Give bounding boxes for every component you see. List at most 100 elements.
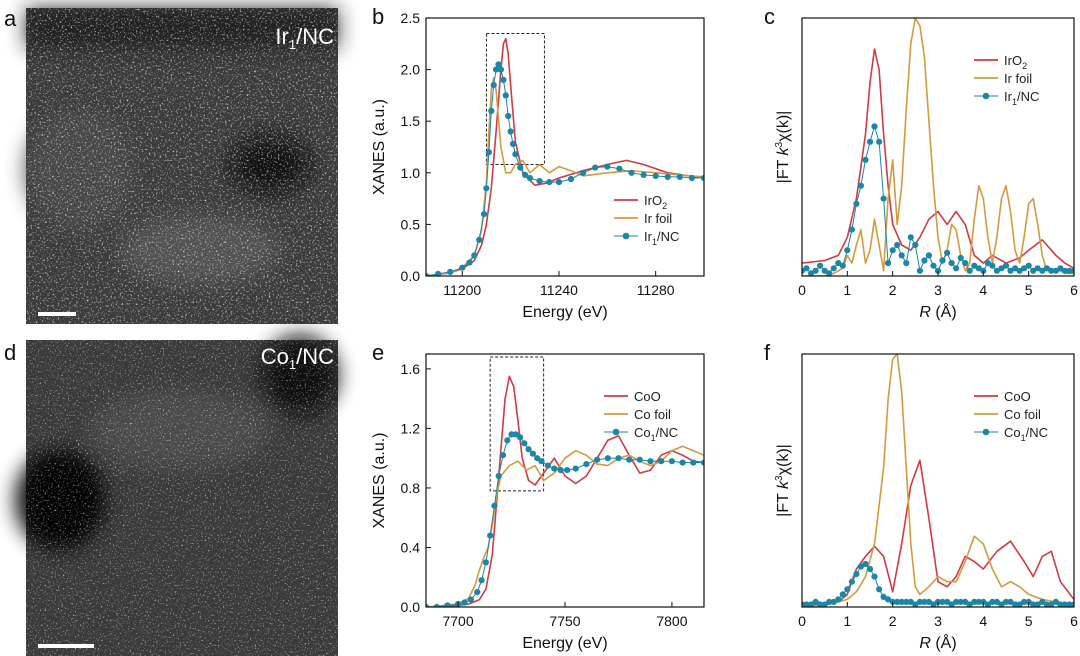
data-point <box>499 452 507 459</box>
data-point <box>876 138 883 145</box>
data-point <box>517 164 524 171</box>
x-tick-label: 6 <box>1070 613 1078 629</box>
data-point <box>1007 267 1014 274</box>
data-point <box>853 200 860 207</box>
legend-label: Co1/NC <box>1004 425 1048 443</box>
legend: CoO Co foil Co1/NC <box>604 389 678 443</box>
data-point <box>551 465 558 472</box>
data-point <box>903 598 910 606</box>
data-point <box>679 459 686 466</box>
data-point <box>980 598 987 606</box>
legend-label: Ir foil <box>644 211 672 226</box>
data-point <box>525 446 532 453</box>
zoom-box <box>489 356 545 492</box>
data-point <box>925 252 933 259</box>
chart-e: e 7700 7750 7800 0.0 0.4 0.8 1.2 1.6 Energy (eV) X… <box>371 340 705 652</box>
x-tick-label: 11200 <box>443 282 481 298</box>
data-point <box>580 169 587 176</box>
legend-label: IrO2 <box>1004 53 1027 71</box>
data-point <box>916 267 924 274</box>
scale-bar <box>38 644 94 648</box>
legend-label: Ir1/NC <box>644 229 679 247</box>
data-point <box>921 598 928 606</box>
x-axis-label: R (Å) <box>919 633 956 652</box>
legend-label: IrO2 <box>644 193 667 211</box>
data-point <box>1066 601 1073 607</box>
data-point <box>953 265 960 272</box>
scale-bar <box>38 312 76 316</box>
data-point <box>1070 601 1074 607</box>
y-tick-label: 1.6 <box>401 361 421 377</box>
data-point <box>921 257 928 264</box>
data-point <box>534 455 541 462</box>
data-point <box>529 450 537 457</box>
legend-label: CoO <box>634 389 661 404</box>
y-tick-label: 2.0 <box>401 62 421 78</box>
data-point <box>522 171 529 178</box>
data-point <box>821 267 828 274</box>
data-point <box>500 76 507 83</box>
data-point <box>993 267 1001 274</box>
legend-marker <box>612 428 620 436</box>
data-point <box>478 577 485 584</box>
data-point <box>953 598 960 606</box>
data-point <box>1061 267 1068 274</box>
panel-letter-a: a <box>4 6 17 31</box>
series-line-0 <box>426 375 704 607</box>
data-point <box>980 267 987 274</box>
x-tick-label: 3 <box>934 282 942 298</box>
data-point <box>862 156 869 163</box>
legend-label: Co1/NC <box>634 425 678 443</box>
data-point <box>483 185 490 192</box>
data-point <box>474 589 481 596</box>
data-point <box>839 262 846 269</box>
y-axis-label: |FT k3χ(k)| <box>774 111 792 184</box>
data-point <box>830 265 837 272</box>
data-point <box>502 92 509 99</box>
data-point <box>898 252 905 259</box>
data-point <box>615 455 622 462</box>
data-point <box>835 260 842 267</box>
data-point <box>480 211 488 218</box>
data-point <box>844 586 851 593</box>
data-point <box>835 596 842 603</box>
data-point <box>572 465 579 472</box>
panel-letter-c: c <box>764 4 775 29</box>
data-point <box>1012 601 1019 607</box>
legend-label: Ir foil <box>1004 71 1032 86</box>
data-point <box>509 140 517 147</box>
data-point <box>444 602 451 607</box>
data-point <box>1030 601 1037 607</box>
data-point <box>957 254 964 261</box>
plot-frame <box>425 17 705 277</box>
data-point <box>1025 262 1032 269</box>
data-point <box>957 598 964 606</box>
data-point <box>862 560 869 568</box>
data-point <box>839 591 846 598</box>
data-point <box>1021 598 1028 606</box>
data-point <box>866 565 874 573</box>
data-point <box>493 66 500 73</box>
data-point <box>817 262 824 269</box>
panel-letter-b: b <box>372 4 384 29</box>
data-point <box>803 265 810 272</box>
data-point <box>889 247 896 254</box>
data-point <box>1052 598 1059 606</box>
y-tick-label: 1.2 <box>401 420 421 436</box>
data-point <box>471 252 478 259</box>
data-point <box>640 171 647 178</box>
panel-letter-d: d <box>4 340 16 365</box>
data-point <box>916 598 924 606</box>
data-point <box>521 440 528 447</box>
data-point <box>894 241 901 249</box>
x-tick-label: 0 <box>798 613 806 629</box>
series-group <box>802 353 1074 607</box>
x-axis-label: Energy (eV) <box>522 635 607 652</box>
data-point <box>426 603 430 607</box>
data-point <box>604 455 611 462</box>
data-point <box>616 165 623 172</box>
series-line-1 <box>802 17 1074 276</box>
data-point <box>555 179 563 186</box>
data-point <box>544 462 552 469</box>
